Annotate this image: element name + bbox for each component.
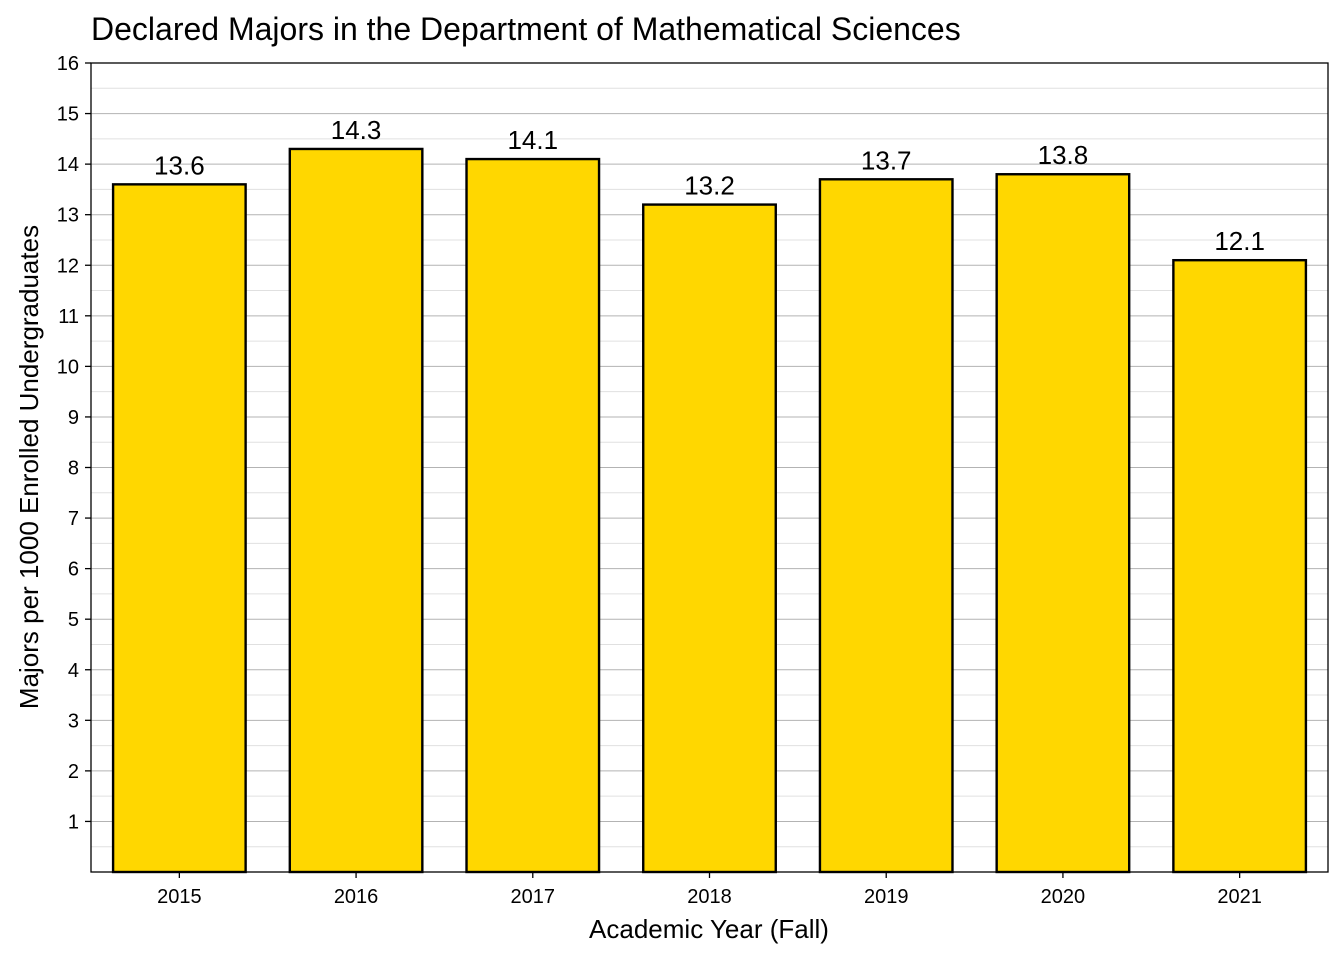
y-axis-title: Majors per 1000 Enrolled Undergraduates <box>14 225 44 709</box>
bar-2020 <box>995 173 1131 874</box>
y-tick-label: 9 <box>68 407 79 429</box>
x-tick-label: 2015 <box>157 886 202 908</box>
y-tick-label: 13 <box>57 205 79 227</box>
chart-title: Declared Majors in the Department of Mat… <box>91 11 961 47</box>
bar-2021 <box>1172 258 1308 874</box>
y-tick-label: 4 <box>68 660 79 682</box>
y-tick-label: 8 <box>68 458 79 480</box>
x-tick-label: 2019 <box>864 886 909 908</box>
x-tick-label: 2018 <box>687 886 732 908</box>
data-labels: 13.6 14.3 14.1 13.2 13.7 13.8 12.1 <box>154 115 1265 256</box>
y-tick-label: 12 <box>57 255 79 277</box>
y-tick-label: 11 <box>58 306 79 328</box>
x-tick-label: 2016 <box>334 886 379 908</box>
data-label-2019: 13.7 <box>861 145 912 175</box>
bar-2017 <box>465 157 601 874</box>
x-tick-label: 2017 <box>511 886 556 908</box>
data-label-2021: 12.1 <box>1214 226 1265 256</box>
x-axis-title: Academic Year (Fall) <box>589 914 829 944</box>
data-label-2020: 13.8 <box>1038 140 1089 170</box>
data-label-2018: 13.2 <box>684 171 735 201</box>
x-tick-label: 2020 <box>1041 886 1086 908</box>
data-label-2015: 13.6 <box>154 150 205 180</box>
y-tick-label: 7 <box>68 508 79 530</box>
y-tick-label: 3 <box>68 710 79 732</box>
bars <box>111 147 1308 874</box>
x-axis: 2015 2016 2017 2018 2019 2020 2021 <box>157 872 1262 908</box>
y-tick-label: 15 <box>57 104 79 126</box>
y-tick-label: 1 <box>68 811 79 833</box>
bar-2015 <box>111 183 247 874</box>
y-tick-label: 10 <box>57 356 79 378</box>
y-tick-label: 6 <box>68 559 79 581</box>
bar-2016 <box>288 147 424 874</box>
data-label-2016: 14.3 <box>331 115 382 145</box>
data-label-2017: 14.1 <box>507 125 558 155</box>
y-tick-label: 16 <box>57 53 79 75</box>
y-tick-label: 2 <box>68 761 79 783</box>
x-tick-label: 2021 <box>1217 886 1262 908</box>
bar-2018 <box>642 203 777 874</box>
y-tick-label: 5 <box>68 609 79 631</box>
y-tick-label: 14 <box>57 154 79 176</box>
bar-2019 <box>818 178 954 874</box>
